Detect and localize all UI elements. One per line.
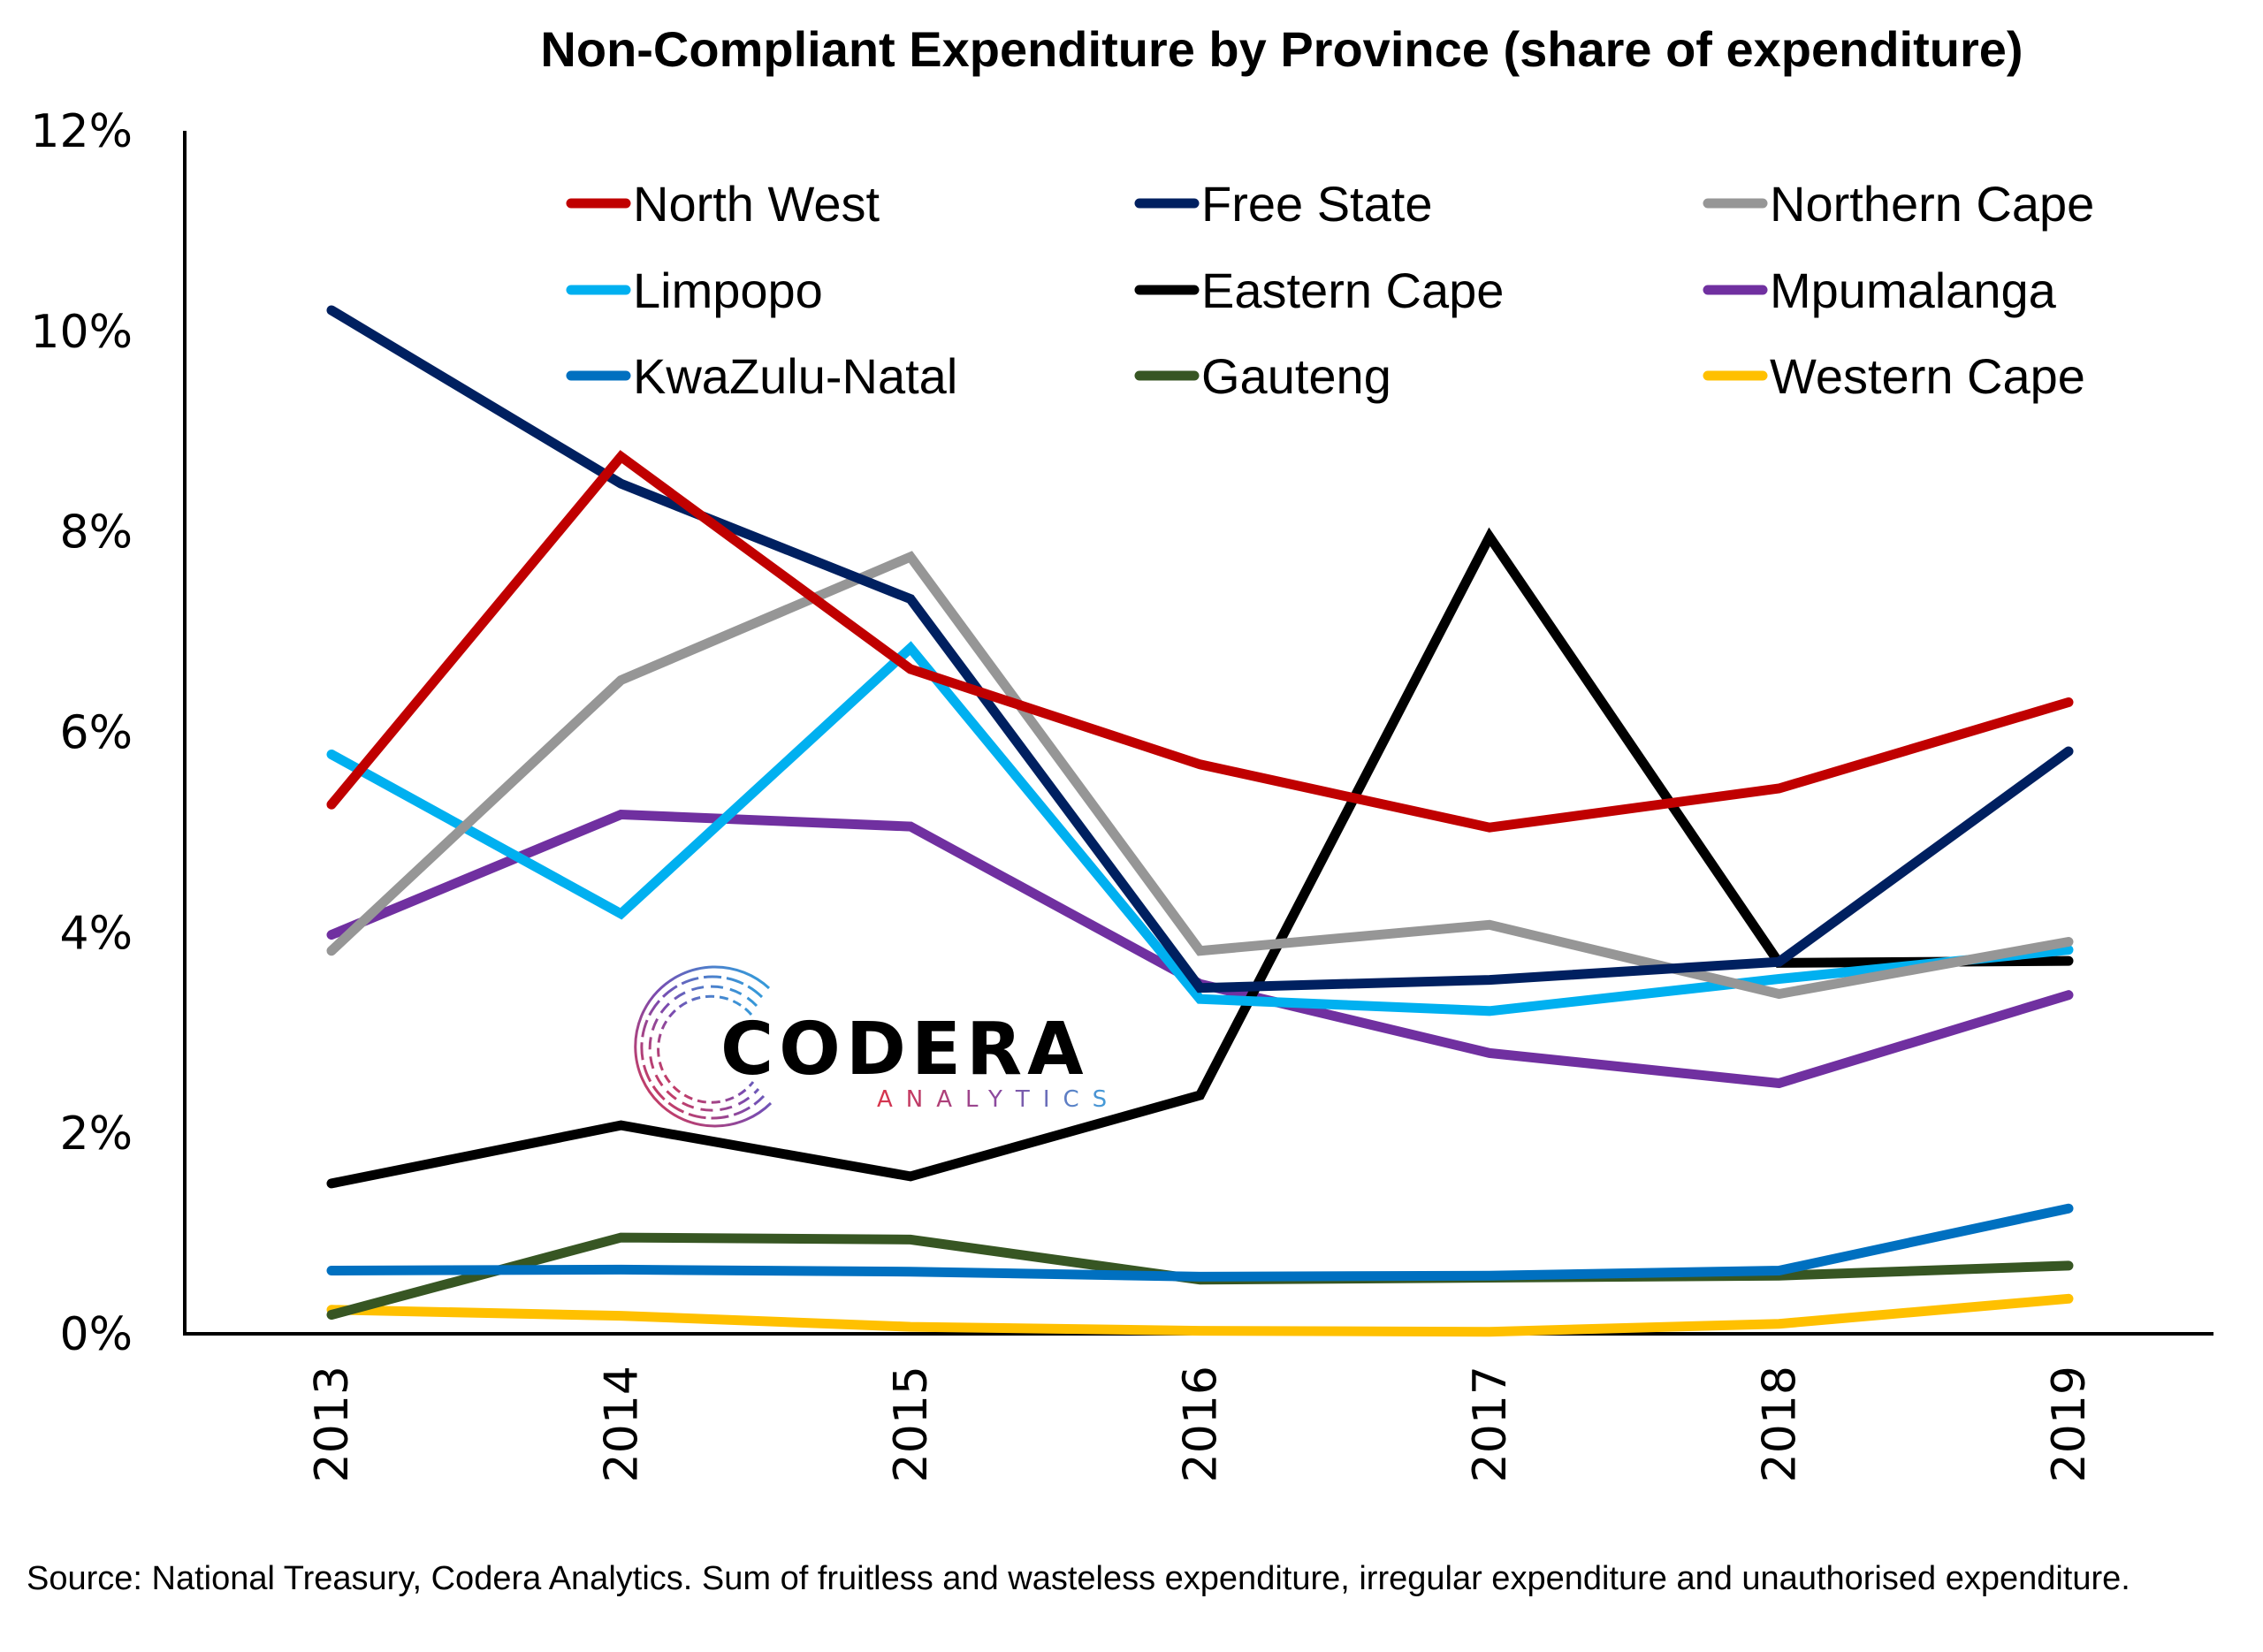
- y-tick-label: 0%: [60, 1308, 133, 1361]
- x-tick-label: 2015: [885, 1366, 938, 1482]
- y-tick-label: 8%: [60, 506, 133, 560]
- x-tick-label: 2016: [1175, 1366, 1228, 1482]
- legend-label-eastern-cape: Eastern Cape: [1201, 263, 1504, 318]
- logo-name: CODERA: [720, 1008, 1089, 1092]
- legend-label-western-cape: Western Cape: [1770, 348, 2085, 404]
- x-tick-label: 2017: [1464, 1366, 1517, 1482]
- legend-label-mpumalanga: Mpumalanga: [1770, 263, 2057, 318]
- y-tick-label: 12%: [30, 105, 133, 158]
- y-tick-labels: 0% 2% 4% 6% 8% 10% 12%: [30, 105, 133, 1361]
- legend-label-northern-cape: Northern Cape: [1770, 176, 2094, 232]
- x-tick-labels: 2013 2014 2015 2016 2017 2018 2019: [306, 1366, 2096, 1482]
- x-tick-label: 2013: [306, 1366, 359, 1482]
- series-line-eastern-cape: [326, 527, 2074, 1189]
- series-line-western-cape: [326, 1293, 2074, 1337]
- circuit-ring-icon: [634, 965, 773, 1128]
- codera-logo: CODERA ANALYTICS: [634, 965, 1120, 1128]
- y-tick-label: 2%: [60, 1108, 133, 1161]
- series-lines: [326, 305, 2074, 1337]
- series-line-northern-cape: [326, 551, 2074, 1000]
- source-footnote: Source: National Treasury, Codera Analyt…: [27, 1560, 2130, 1597]
- y-tick-label: 4%: [60, 907, 133, 960]
- y-tick-label: 6%: [60, 707, 133, 760]
- x-tick-label: 2018: [1754, 1366, 1807, 1482]
- legend-label-north-west: North West: [633, 176, 880, 232]
- x-tick-label: 2019: [2043, 1366, 2096, 1482]
- legend-label-free-state: Free State: [1201, 176, 1432, 232]
- legend: North West Free State Northern Cape Limpopo…: [566, 176, 2094, 404]
- logo-subtitle: ANALYTICS: [877, 1086, 1120, 1113]
- legend-label-limpopo: Limpopo: [633, 263, 823, 318]
- series-line-limpopo: [326, 641, 2074, 1016]
- legend-label-kwazulu-natal: KwaZulu-Natal: [633, 348, 957, 404]
- series-line-free-state: [326, 305, 2074, 993]
- series-line-north-west: [326, 450, 2074, 833]
- x-tick-label: 2014: [596, 1366, 649, 1482]
- chart-title: Non-Compliant Expenditure by Province (s…: [540, 21, 2023, 77]
- series-line-kwazulu-natal: [326, 1203, 2074, 1282]
- y-tick-label: 10%: [30, 306, 133, 359]
- legend-label-gauteng: Gauteng: [1201, 348, 1391, 404]
